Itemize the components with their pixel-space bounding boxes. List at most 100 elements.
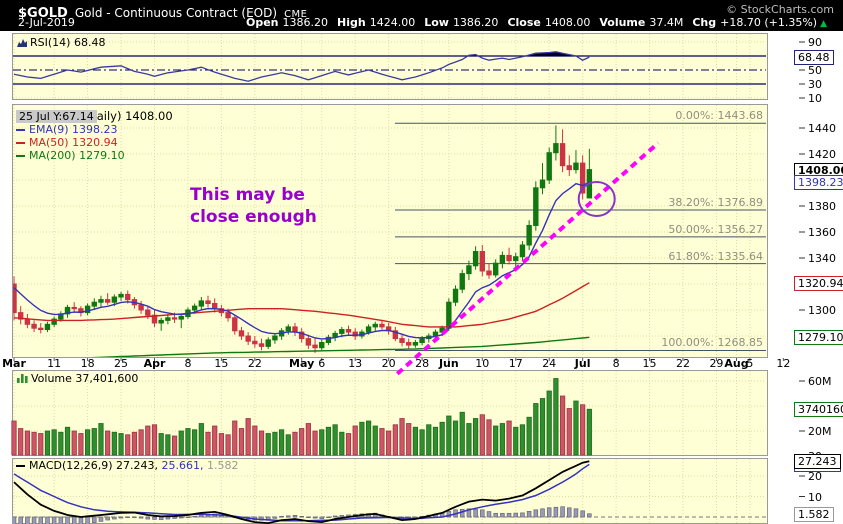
x-axis-label: 20 xyxy=(381,357,396,370)
fib-level-label: 61.80%: 1335.64 xyxy=(668,249,763,263)
fib-level-label: 0.00%: 1443.68 xyxy=(675,109,763,123)
y-axis-label: 30 xyxy=(808,78,822,91)
quote-value: +18.70 (+1.35%) xyxy=(720,16,818,29)
chg-up-arrow: ▲ xyxy=(820,19,827,29)
x-axis-label: 8 xyxy=(184,357,192,370)
x-axis-label: Aug xyxy=(724,357,749,370)
x-axis-label: 10 xyxy=(475,357,490,370)
fib-level-label: 100.00%: 1268.85 xyxy=(661,336,763,350)
y-axis-label: 1340 xyxy=(808,252,836,265)
y-axis-label: 50 xyxy=(808,64,822,77)
x-axis-label: 12 xyxy=(776,357,791,370)
x-axis-label: 29 xyxy=(709,357,724,370)
quote-label: Close xyxy=(507,16,541,29)
price-panel xyxy=(12,104,768,358)
volume-label: Volume 37,401,600 xyxy=(31,372,139,385)
quote-label: Open xyxy=(245,16,279,29)
rsi-label-row: RSI(14) 68.48 xyxy=(17,36,105,49)
crosshair-tooltip: 25 Jul Y:67.14 xyxy=(16,110,97,123)
macd-plot xyxy=(13,460,766,524)
x-axis-label: 28 xyxy=(415,357,430,370)
rsi-label: RSI(14) 68.48 xyxy=(30,36,106,49)
fib-level-label: 38.20%: 1376.89 xyxy=(668,196,763,210)
y-axis-value-box: 37401600 xyxy=(794,402,843,418)
y-axis-value-box: 68.48 xyxy=(794,50,834,66)
quote-value: 1386.20 xyxy=(282,16,329,29)
chart-date: 2-Jul-2019 xyxy=(18,16,75,29)
ma200-label: MA(200) 1279.10 xyxy=(29,149,125,162)
ma50-label: MA(50) 1320.94 xyxy=(29,136,118,149)
y-axis-label: 1380 xyxy=(808,200,836,213)
legend-ma200: MA(200) 1279.10 xyxy=(16,149,173,162)
x-axis-label: 6 xyxy=(318,357,326,370)
x-axis-label: Jun xyxy=(438,357,459,370)
title-row: $GOLD Gold - Continuous Contract (EOD) CME xyxy=(18,2,308,21)
y-axis-value-box: 1320.94 xyxy=(794,275,843,291)
x-axis-label: 8 xyxy=(612,357,620,370)
quote-label: Volume xyxy=(599,16,646,29)
y-axis-label: 1300 xyxy=(808,304,836,317)
y-axis-label: 20 xyxy=(808,470,822,483)
volume-bars xyxy=(11,378,592,456)
exchange-label: CME xyxy=(284,9,308,20)
y-axis-label: 1360 xyxy=(808,226,836,239)
y-axis-value-box: 1279.10 xyxy=(794,330,843,346)
ma200-swatch xyxy=(16,155,25,157)
ma50-swatch xyxy=(16,142,25,144)
legend-ema: EMA(9) 1398.23 xyxy=(16,123,173,136)
rsi-plot xyxy=(13,51,766,85)
x-axis-label: Jul xyxy=(574,357,591,370)
price-label: aily) 1408.00 xyxy=(96,109,173,123)
x-axis-label: 5 xyxy=(746,357,754,370)
macd-panel xyxy=(12,458,768,524)
y-axis-label: 90 xyxy=(808,36,822,49)
quote-label: Low xyxy=(424,16,449,29)
ohlc-quote-row: Open 1386.20 High 1424.00 Low 1386.20 Close 140… xyxy=(237,16,827,29)
macd-hist-value: 1.582 xyxy=(207,459,239,472)
x-axis-label: May xyxy=(289,357,315,370)
legend-price-row: 25 Jul Y:67.14 aily) 1408.00 xyxy=(16,110,173,123)
fib-level-label: 50.00%: 1356.27 xyxy=(668,222,763,236)
moving-averages xyxy=(13,181,590,357)
rsi-panel xyxy=(12,33,768,100)
quote-value: 1424.00 xyxy=(369,16,416,29)
legend-ma50: MA(50) 1320.94 xyxy=(16,136,173,149)
copyright: © StockCharts.com xyxy=(726,3,834,16)
y-axis-label: 1420 xyxy=(808,148,836,161)
x-axis-label: 22 xyxy=(676,357,690,370)
y-axis-label: 20M xyxy=(808,425,832,438)
symbol: $GOLD xyxy=(18,6,68,21)
macd-label-row: MACD(12,26,9) 27.243, 25.661, 1.582 xyxy=(16,459,239,472)
y-axis-value-box: 27.243 xyxy=(794,454,841,470)
chart-header: $GOLD Gold - Continuous Contract (EOD) CME… xyxy=(0,0,843,31)
x-axis-label: 13 xyxy=(348,357,363,370)
x-axis-label: 15 xyxy=(214,357,229,370)
x-axis-label: 17 xyxy=(508,357,523,370)
y-axis-label: 1440 xyxy=(808,122,836,135)
annotation-line2: close enough xyxy=(190,207,317,227)
y-axis-value-box: 1398.23 xyxy=(794,175,843,191)
volume-label-row: Volume 37,401,600 xyxy=(17,372,138,385)
x-axis-label: 18 xyxy=(80,357,95,370)
x-axis-label: 22 xyxy=(247,357,262,370)
macd-swatch xyxy=(16,465,25,467)
x-axis-label: 15 xyxy=(642,357,657,370)
volume-bars-icon xyxy=(17,374,28,383)
macd-signal-value: 25.661, xyxy=(161,459,204,472)
x-axis-label: 25 xyxy=(114,357,129,370)
y-axis-label: 10 xyxy=(808,490,822,504)
x-axis-label: 11 xyxy=(47,357,62,370)
ema-swatch xyxy=(16,129,25,131)
y-axis-value-box: 1.582 xyxy=(794,506,834,522)
y-axis-label: 60M xyxy=(808,375,832,388)
hand-annotation: This may be close enough xyxy=(190,184,317,228)
quote-value: 1408.00 xyxy=(544,16,591,29)
macd-label: MACD(12,26,9) 27.243, xyxy=(29,459,159,472)
ema-label: EMA(9) 1398.23 xyxy=(29,123,118,136)
chart-title: Gold - Continuous Contract (EOD) xyxy=(74,6,278,20)
x-axis-label: Mar xyxy=(2,357,26,370)
x-axis-label: 24 xyxy=(542,357,557,370)
y-axis-value-box: 1408.00 xyxy=(794,162,843,178)
